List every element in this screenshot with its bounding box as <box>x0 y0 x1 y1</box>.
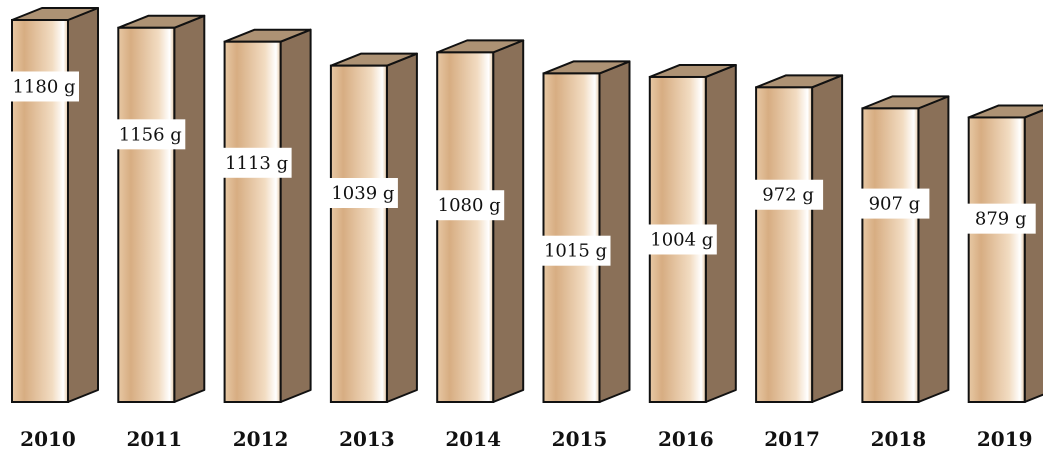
value-label-2010: 1180 g <box>9 71 79 102</box>
bar-front-face <box>329 64 388 404</box>
value-label-box <box>115 119 186 150</box>
bar-2012 <box>223 28 312 404</box>
bar-2015 <box>542 60 631 403</box>
year-label-2010: 2010 <box>20 427 76 451</box>
bar-2013 <box>329 52 418 404</box>
value-label-box <box>540 235 611 266</box>
value-label-2014: 1080 g <box>434 190 505 221</box>
year-label-2019: 2019 <box>977 427 1033 451</box>
value-label-text: 1156 g <box>119 124 182 145</box>
value-label-2015: 1015 g <box>540 235 611 266</box>
value-label-2019: 879 g <box>965 203 1036 234</box>
year-label-2013: 2013 <box>339 427 395 451</box>
bar-2017 <box>755 74 844 403</box>
bar-side-face <box>598 60 631 403</box>
value-label-text: 1180 g <box>12 76 75 97</box>
value-label-text: 1039 g <box>331 183 394 204</box>
value-label-box <box>859 188 930 219</box>
value-label-text: 907 g <box>869 194 921 215</box>
value-label-box <box>9 71 79 102</box>
value-label-text: 1113 g <box>225 153 288 174</box>
value-label-2013: 1039 g <box>327 178 398 209</box>
year-label-2015: 2015 <box>552 427 608 451</box>
bar-2018 <box>861 95 950 404</box>
bar-side-face <box>917 95 950 403</box>
bar-front-face <box>967 116 1026 403</box>
year-label-2011: 2011 <box>126 427 182 451</box>
bar-side-face <box>67 7 99 403</box>
value-label-box <box>434 190 505 221</box>
year-label-2014: 2014 <box>445 427 501 451</box>
value-label-text: 879 g <box>975 209 1027 230</box>
value-label-text: 972 g <box>762 185 814 206</box>
value-label-box <box>327 178 398 209</box>
bar-side-face <box>385 52 418 403</box>
bar-front-face <box>223 40 282 404</box>
value-label-2012: 1113 g <box>221 147 292 178</box>
value-label-2011: 1156 g <box>115 119 186 150</box>
bar-front-face <box>117 26 176 403</box>
bar-2019 <box>967 104 1043 403</box>
bar-front-face <box>436 51 495 403</box>
bar-2014 <box>436 39 525 403</box>
year-label-2016: 2016 <box>658 427 714 451</box>
value-label-box <box>965 203 1036 234</box>
bar-side-face <box>173 14 206 403</box>
bar-2010 <box>11 7 99 403</box>
year-label-2017: 2017 <box>764 427 820 451</box>
value-label-text: 1015 g <box>544 241 607 262</box>
value-label-2018: 907 g <box>859 188 930 219</box>
value-labels-layer: 1180 g 1156 g 1113 g 1039 g 1080 g 1015 g 1004… <box>9 71 1036 266</box>
bar-side-face <box>1023 109 1043 403</box>
value-label-2017: 972 g <box>753 179 824 210</box>
bar-side-face <box>279 28 312 403</box>
year-labels-layer: 2010 2011 2012 2013 2014 2015 2016 2017 2018 2019 <box>20 427 1032 451</box>
bar-top-face <box>967 104 1043 119</box>
bar-front-face <box>755 86 814 403</box>
year-label-2012: 2012 <box>233 427 289 451</box>
bar-side-face <box>811 74 844 403</box>
value-label-2016: 1004 g <box>646 224 717 255</box>
value-label-box <box>646 224 717 255</box>
bar-front-face <box>861 107 920 404</box>
year-label-2018: 2018 <box>871 427 927 451</box>
bar-side-face <box>492 39 525 403</box>
value-label-box <box>221 147 292 178</box>
bar-2011 <box>117 14 206 403</box>
value-label-text: 1080 g <box>438 195 501 216</box>
value-label-box <box>753 179 824 210</box>
value-label-text: 1004 g <box>650 229 713 250</box>
